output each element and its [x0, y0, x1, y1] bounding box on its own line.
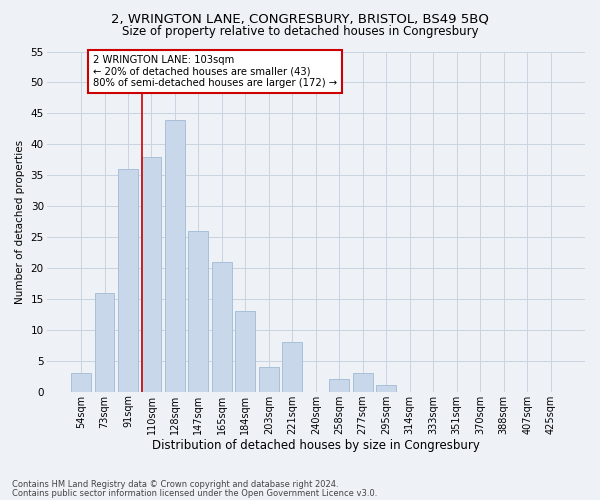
Text: Contains public sector information licensed under the Open Government Licence v3: Contains public sector information licen… [12, 490, 377, 498]
Bar [353, 373, 373, 392]
X-axis label: Distribution of detached houses by size in Congresbury: Distribution of detached houses by size … [152, 440, 480, 452]
Bar [376, 386, 396, 392]
Bar [259, 367, 279, 392]
Y-axis label: Number of detached properties: Number of detached properties [15, 140, 25, 304]
Bar [142, 156, 161, 392]
Text: 2 WRINGTON LANE: 103sqm
← 20% of detached houses are smaller (43)
80% of semi-de: 2 WRINGTON LANE: 103sqm ← 20% of detache… [93, 54, 337, 88]
Bar [188, 231, 208, 392]
Bar [165, 120, 185, 392]
Bar [329, 380, 349, 392]
Bar [95, 292, 115, 392]
Bar [118, 169, 138, 392]
Bar [212, 262, 232, 392]
Text: Contains HM Land Registry data © Crown copyright and database right 2024.: Contains HM Land Registry data © Crown c… [12, 480, 338, 489]
Bar [283, 342, 302, 392]
Bar [71, 373, 91, 392]
Bar [235, 312, 256, 392]
Text: 2, WRINGTON LANE, CONGRESBURY, BRISTOL, BS49 5BQ: 2, WRINGTON LANE, CONGRESBURY, BRISTOL, … [111, 12, 489, 26]
Text: Size of property relative to detached houses in Congresbury: Size of property relative to detached ho… [122, 25, 478, 38]
